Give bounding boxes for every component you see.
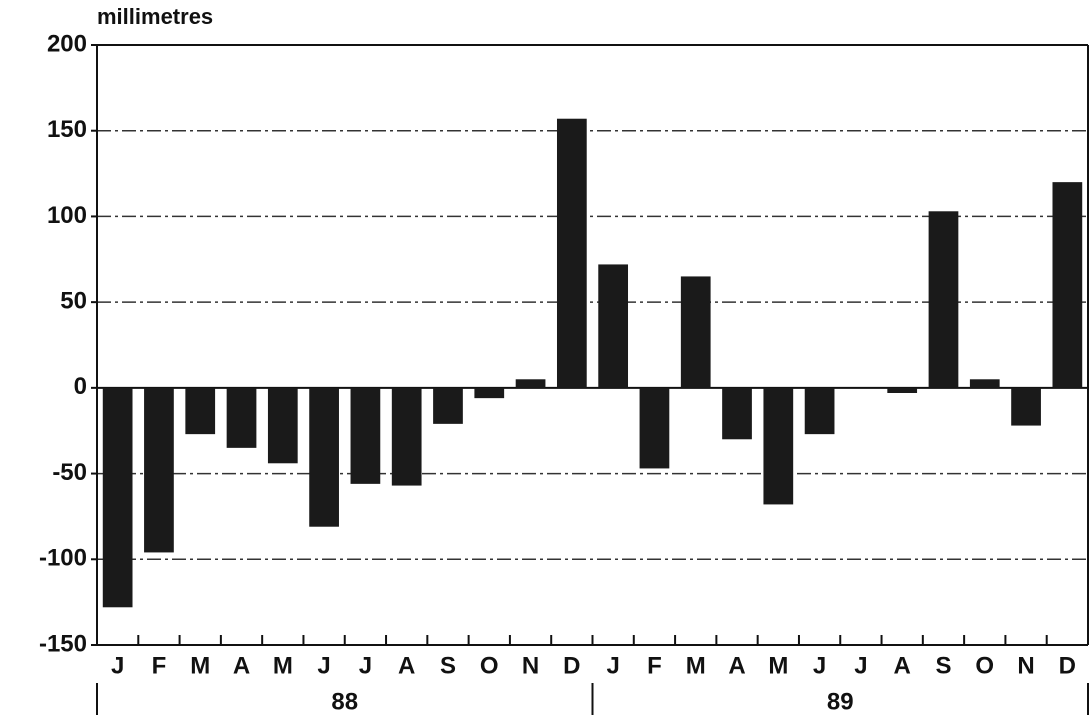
x-tick-label: N [522, 652, 539, 679]
x-tick-label: O [975, 652, 994, 679]
bar [722, 387, 752, 440]
x-tick-label: A [233, 652, 250, 679]
bar [433, 387, 463, 424]
y-tick-label: -100 [39, 545, 87, 572]
bar [474, 387, 505, 399]
x-tick-label: J [813, 652, 826, 679]
x-tick-label: M [273, 652, 293, 679]
y-tick-label: 200 [47, 30, 87, 57]
x-tick-label: J [854, 652, 867, 679]
x-tick-label: A [398, 652, 415, 679]
x-tick-label: S [440, 652, 456, 679]
bar [556, 118, 587, 388]
y-axis-label: millimetres [97, 4, 213, 29]
group-label: 88 [331, 688, 358, 715]
bar [102, 387, 133, 608]
x-tick-label: A [728, 652, 745, 679]
bar [639, 387, 670, 469]
x-tick-label: J [317, 652, 330, 679]
bar [680, 276, 711, 388]
y-tick-label: -50 [52, 459, 87, 486]
bar [185, 387, 216, 435]
bar [763, 387, 794, 505]
bar [144, 387, 174, 553]
bar [1052, 182, 1083, 388]
y-tick-label: -150 [39, 630, 87, 657]
x-tick-label: A [894, 652, 911, 679]
x-tick-label: M [190, 652, 210, 679]
x-tick-label: M [686, 652, 706, 679]
bar [350, 387, 381, 484]
bar [226, 387, 257, 448]
bar [804, 387, 835, 435]
bar [267, 387, 298, 464]
x-tick-label: J [359, 652, 372, 679]
bar [598, 264, 629, 388]
x-tick-label: S [935, 652, 951, 679]
x-tick-label: M [768, 652, 788, 679]
y-tick-label: 100 [47, 202, 87, 229]
bar [887, 387, 918, 393]
bar [515, 379, 546, 388]
bar [928, 211, 959, 388]
bar [391, 387, 422, 486]
y-tick-label: 50 [60, 287, 87, 314]
x-tick-label: F [152, 652, 167, 679]
bar [1011, 387, 1041, 426]
group-label: 89 [827, 688, 854, 715]
x-tick-label: F [647, 652, 662, 679]
bar [969, 379, 1000, 388]
y-tick-label: 150 [47, 116, 87, 143]
bar [309, 387, 339, 527]
y-tick-label: 0 [74, 373, 87, 400]
x-tick-label: O [480, 652, 499, 679]
x-tick-label: J [606, 652, 619, 679]
x-tick-label: D [563, 652, 580, 679]
x-tick-label: N [1017, 652, 1034, 679]
x-tick-label: J [111, 652, 124, 679]
x-tick-label: D [1059, 652, 1076, 679]
